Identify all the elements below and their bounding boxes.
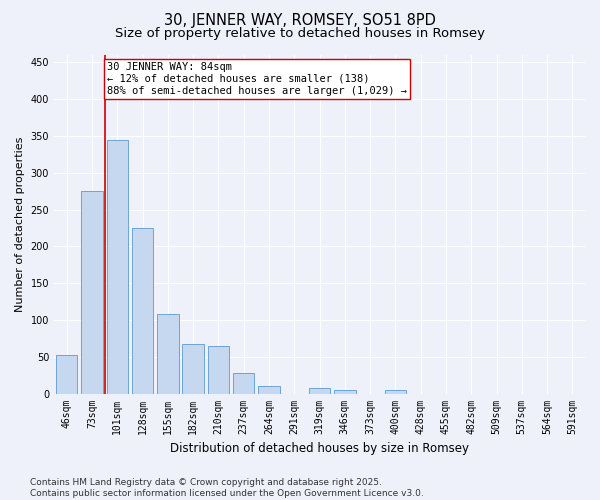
Bar: [258, 386, 280, 394]
Bar: [56, 356, 77, 394]
Y-axis label: Number of detached properties: Number of detached properties: [15, 136, 25, 312]
Text: 30 JENNER WAY: 84sqm
← 12% of detached houses are smaller (138)
88% of semi-deta: 30 JENNER WAY: 84sqm ← 12% of detached h…: [107, 62, 407, 96]
Text: 30, JENNER WAY, ROMSEY, SO51 8PD: 30, JENNER WAY, ROMSEY, SO51 8PD: [164, 12, 436, 28]
Bar: [385, 390, 406, 394]
Bar: [81, 191, 103, 394]
X-axis label: Distribution of detached houses by size in Romsey: Distribution of detached houses by size …: [170, 442, 469, 455]
Bar: [107, 140, 128, 394]
Text: Size of property relative to detached houses in Romsey: Size of property relative to detached ho…: [115, 28, 485, 40]
Bar: [208, 346, 229, 394]
Bar: [157, 314, 179, 394]
Bar: [132, 228, 153, 394]
Text: Contains HM Land Registry data © Crown copyright and database right 2025.
Contai: Contains HM Land Registry data © Crown c…: [30, 478, 424, 498]
Bar: [309, 388, 330, 394]
Bar: [233, 373, 254, 394]
Bar: [182, 344, 204, 394]
Bar: [334, 390, 356, 394]
